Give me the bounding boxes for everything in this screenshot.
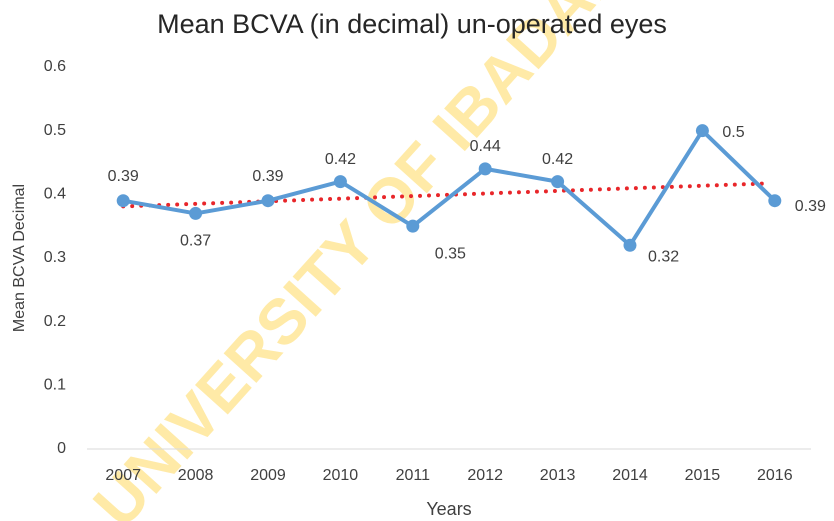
x-tick-label: 2014 [612,467,648,484]
data-point [406,219,420,233]
y-tick-label: 0.1 [44,377,66,394]
series-line [122,128,777,248]
x-tick-label: 2011 [396,467,431,484]
data-label: 0.5 [722,124,744,141]
x-tick-label: 2007 [105,467,141,484]
data-label: 0.39 [795,198,826,215]
y-tick-label: 0.3 [44,249,66,266]
chart-title: Mean BCVA (in decimal) un-operated eyes [157,9,667,39]
y-tick-label: 0.4 [44,186,66,203]
data-point [695,124,709,138]
x-tick-label: 2010 [323,467,359,484]
data-label: 0.44 [470,138,501,155]
y-tick-label: 0.5 [44,122,66,139]
x-tick-label: 2015 [685,467,721,484]
data-point [551,175,565,189]
watermark: UNIVERSITY OF IBADAN [79,0,639,521]
y-axis-label: Mean BCVA Decimal [11,184,28,332]
data-label: 0.35 [435,245,466,262]
y-tick-label: 0.6 [44,58,66,75]
x-tick-label: 2016 [757,467,793,484]
data-label: 0.42 [542,151,573,168]
x-tick-label: 2012 [467,467,503,484]
x-tick-label: 2009 [250,467,286,484]
trendline [121,181,767,209]
data-point [261,194,275,208]
data-point [116,194,130,208]
x-tick-label: 2013 [540,467,576,484]
data-point [189,206,203,220]
data-point [768,194,782,208]
data-point [623,238,637,252]
data-point [478,162,492,176]
data-label: 0.39 [108,168,139,185]
x-tick-label: 2008 [178,467,214,484]
data-label: 0.32 [648,248,679,265]
data-label: 0.42 [325,151,356,168]
data-label: 0.39 [252,168,283,185]
y-tick-label: 0.2 [44,313,66,330]
data-point [333,175,347,189]
data-label: 0.37 [180,233,211,250]
x-axis-label: Years [426,499,471,519]
y-tick-label: 0 [57,440,66,457]
